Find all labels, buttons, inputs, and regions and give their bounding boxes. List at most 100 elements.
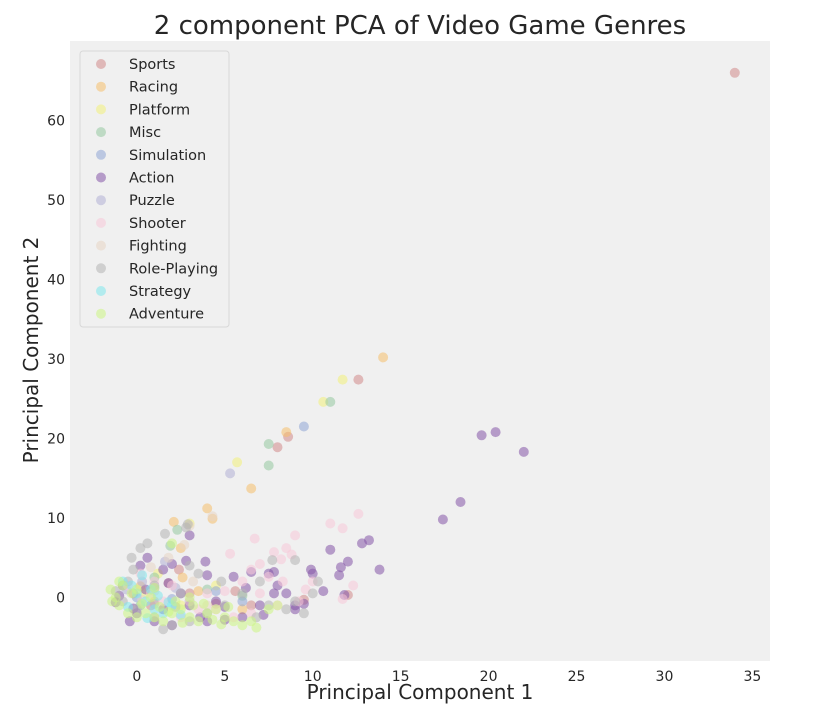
data-point xyxy=(193,616,204,627)
x-tick-label: 15 xyxy=(392,669,410,685)
data-point xyxy=(154,601,165,612)
legend-label: Strategy xyxy=(129,284,192,300)
data-point xyxy=(211,604,221,615)
data-point xyxy=(142,538,153,549)
data-point xyxy=(246,600,257,611)
x-tick-label: 0 xyxy=(132,669,141,685)
data-point xyxy=(149,612,160,623)
data-point xyxy=(135,543,146,554)
data-point xyxy=(175,588,186,599)
data-point xyxy=(342,556,353,567)
data-point xyxy=(140,608,151,619)
data-point xyxy=(237,604,248,615)
data-point xyxy=(207,511,218,522)
data-point xyxy=(228,571,239,582)
data-point xyxy=(175,604,186,615)
y-tick-label: 60 xyxy=(47,113,65,129)
x-tick-label: 30 xyxy=(656,669,674,685)
data-point xyxy=(249,533,260,544)
data-point xyxy=(325,518,336,529)
data-point xyxy=(254,600,265,611)
data-point xyxy=(348,580,359,591)
data-point xyxy=(272,442,283,453)
legend-marker xyxy=(96,81,106,92)
data-point xyxy=(298,421,309,432)
data-point xyxy=(131,612,142,623)
data-point xyxy=(325,544,336,555)
data-point xyxy=(437,514,448,525)
y-axis-label: Principal Component 2 xyxy=(19,237,43,464)
legend-label: Sports xyxy=(129,57,175,73)
data-point xyxy=(237,576,248,587)
data-point xyxy=(207,614,218,625)
legend-label: Adventure xyxy=(129,307,204,323)
data-point xyxy=(172,524,183,535)
data-point xyxy=(167,620,177,631)
data-point xyxy=(455,497,466,507)
data-point xyxy=(374,564,385,575)
legend-marker xyxy=(96,240,106,251)
data-point xyxy=(290,555,301,566)
data-point xyxy=(179,539,190,550)
legend-label: Puzzle xyxy=(129,193,175,209)
data-point xyxy=(337,374,348,385)
series-adventure xyxy=(105,538,283,633)
legend-marker xyxy=(96,104,106,115)
data-point xyxy=(729,67,740,78)
data-point xyxy=(137,598,148,609)
legend-label: Racing xyxy=(129,80,178,96)
data-point xyxy=(232,457,243,468)
x-axis-label: Principal Component 1 xyxy=(307,680,534,704)
data-point xyxy=(177,617,188,628)
data-point xyxy=(318,396,329,407)
data-point xyxy=(518,446,529,457)
legend-label: Shooter xyxy=(129,216,186,232)
data-point xyxy=(170,596,181,607)
data-point xyxy=(490,427,501,438)
data-point xyxy=(142,552,153,563)
data-point xyxy=(225,468,236,479)
data-point xyxy=(105,584,116,595)
data-point xyxy=(188,576,199,587)
data-point xyxy=(313,576,323,587)
legend-item: Misc xyxy=(96,125,161,141)
data-point xyxy=(263,571,274,582)
legend-marker xyxy=(96,263,106,274)
data-point xyxy=(269,547,279,558)
data-point xyxy=(163,552,174,563)
data-point xyxy=(237,612,248,623)
data-point xyxy=(184,612,195,623)
data-point xyxy=(225,548,236,559)
data-point xyxy=(307,568,318,579)
legend-marker xyxy=(96,308,106,319)
legend-frame xyxy=(79,50,230,328)
data-point xyxy=(200,556,211,567)
data-point xyxy=(126,552,137,563)
data-point xyxy=(211,596,221,607)
data-point xyxy=(216,619,227,630)
legend-marker xyxy=(96,286,106,296)
x-tick-label: 10 xyxy=(304,669,322,685)
data-point xyxy=(353,508,364,519)
data-point xyxy=(202,570,213,581)
data-point xyxy=(337,523,348,534)
x-tick-label: 25 xyxy=(568,669,586,685)
data-point xyxy=(237,588,248,599)
legend-marker xyxy=(96,127,106,138)
data-point xyxy=(251,622,262,633)
data-point xyxy=(267,555,278,566)
data-point xyxy=(357,538,367,549)
data-point xyxy=(246,564,257,575)
legend-item: Fighting xyxy=(96,239,187,255)
data-point xyxy=(334,570,345,581)
data-point xyxy=(263,460,274,471)
data-point xyxy=(149,582,160,593)
data-point xyxy=(181,522,192,533)
data-point xyxy=(263,604,274,615)
x-axis-ticks: 0 5 10 15 20 25 30 35 xyxy=(132,669,761,685)
data-point xyxy=(237,596,248,607)
data-point xyxy=(476,430,487,441)
data-point xyxy=(160,528,170,539)
